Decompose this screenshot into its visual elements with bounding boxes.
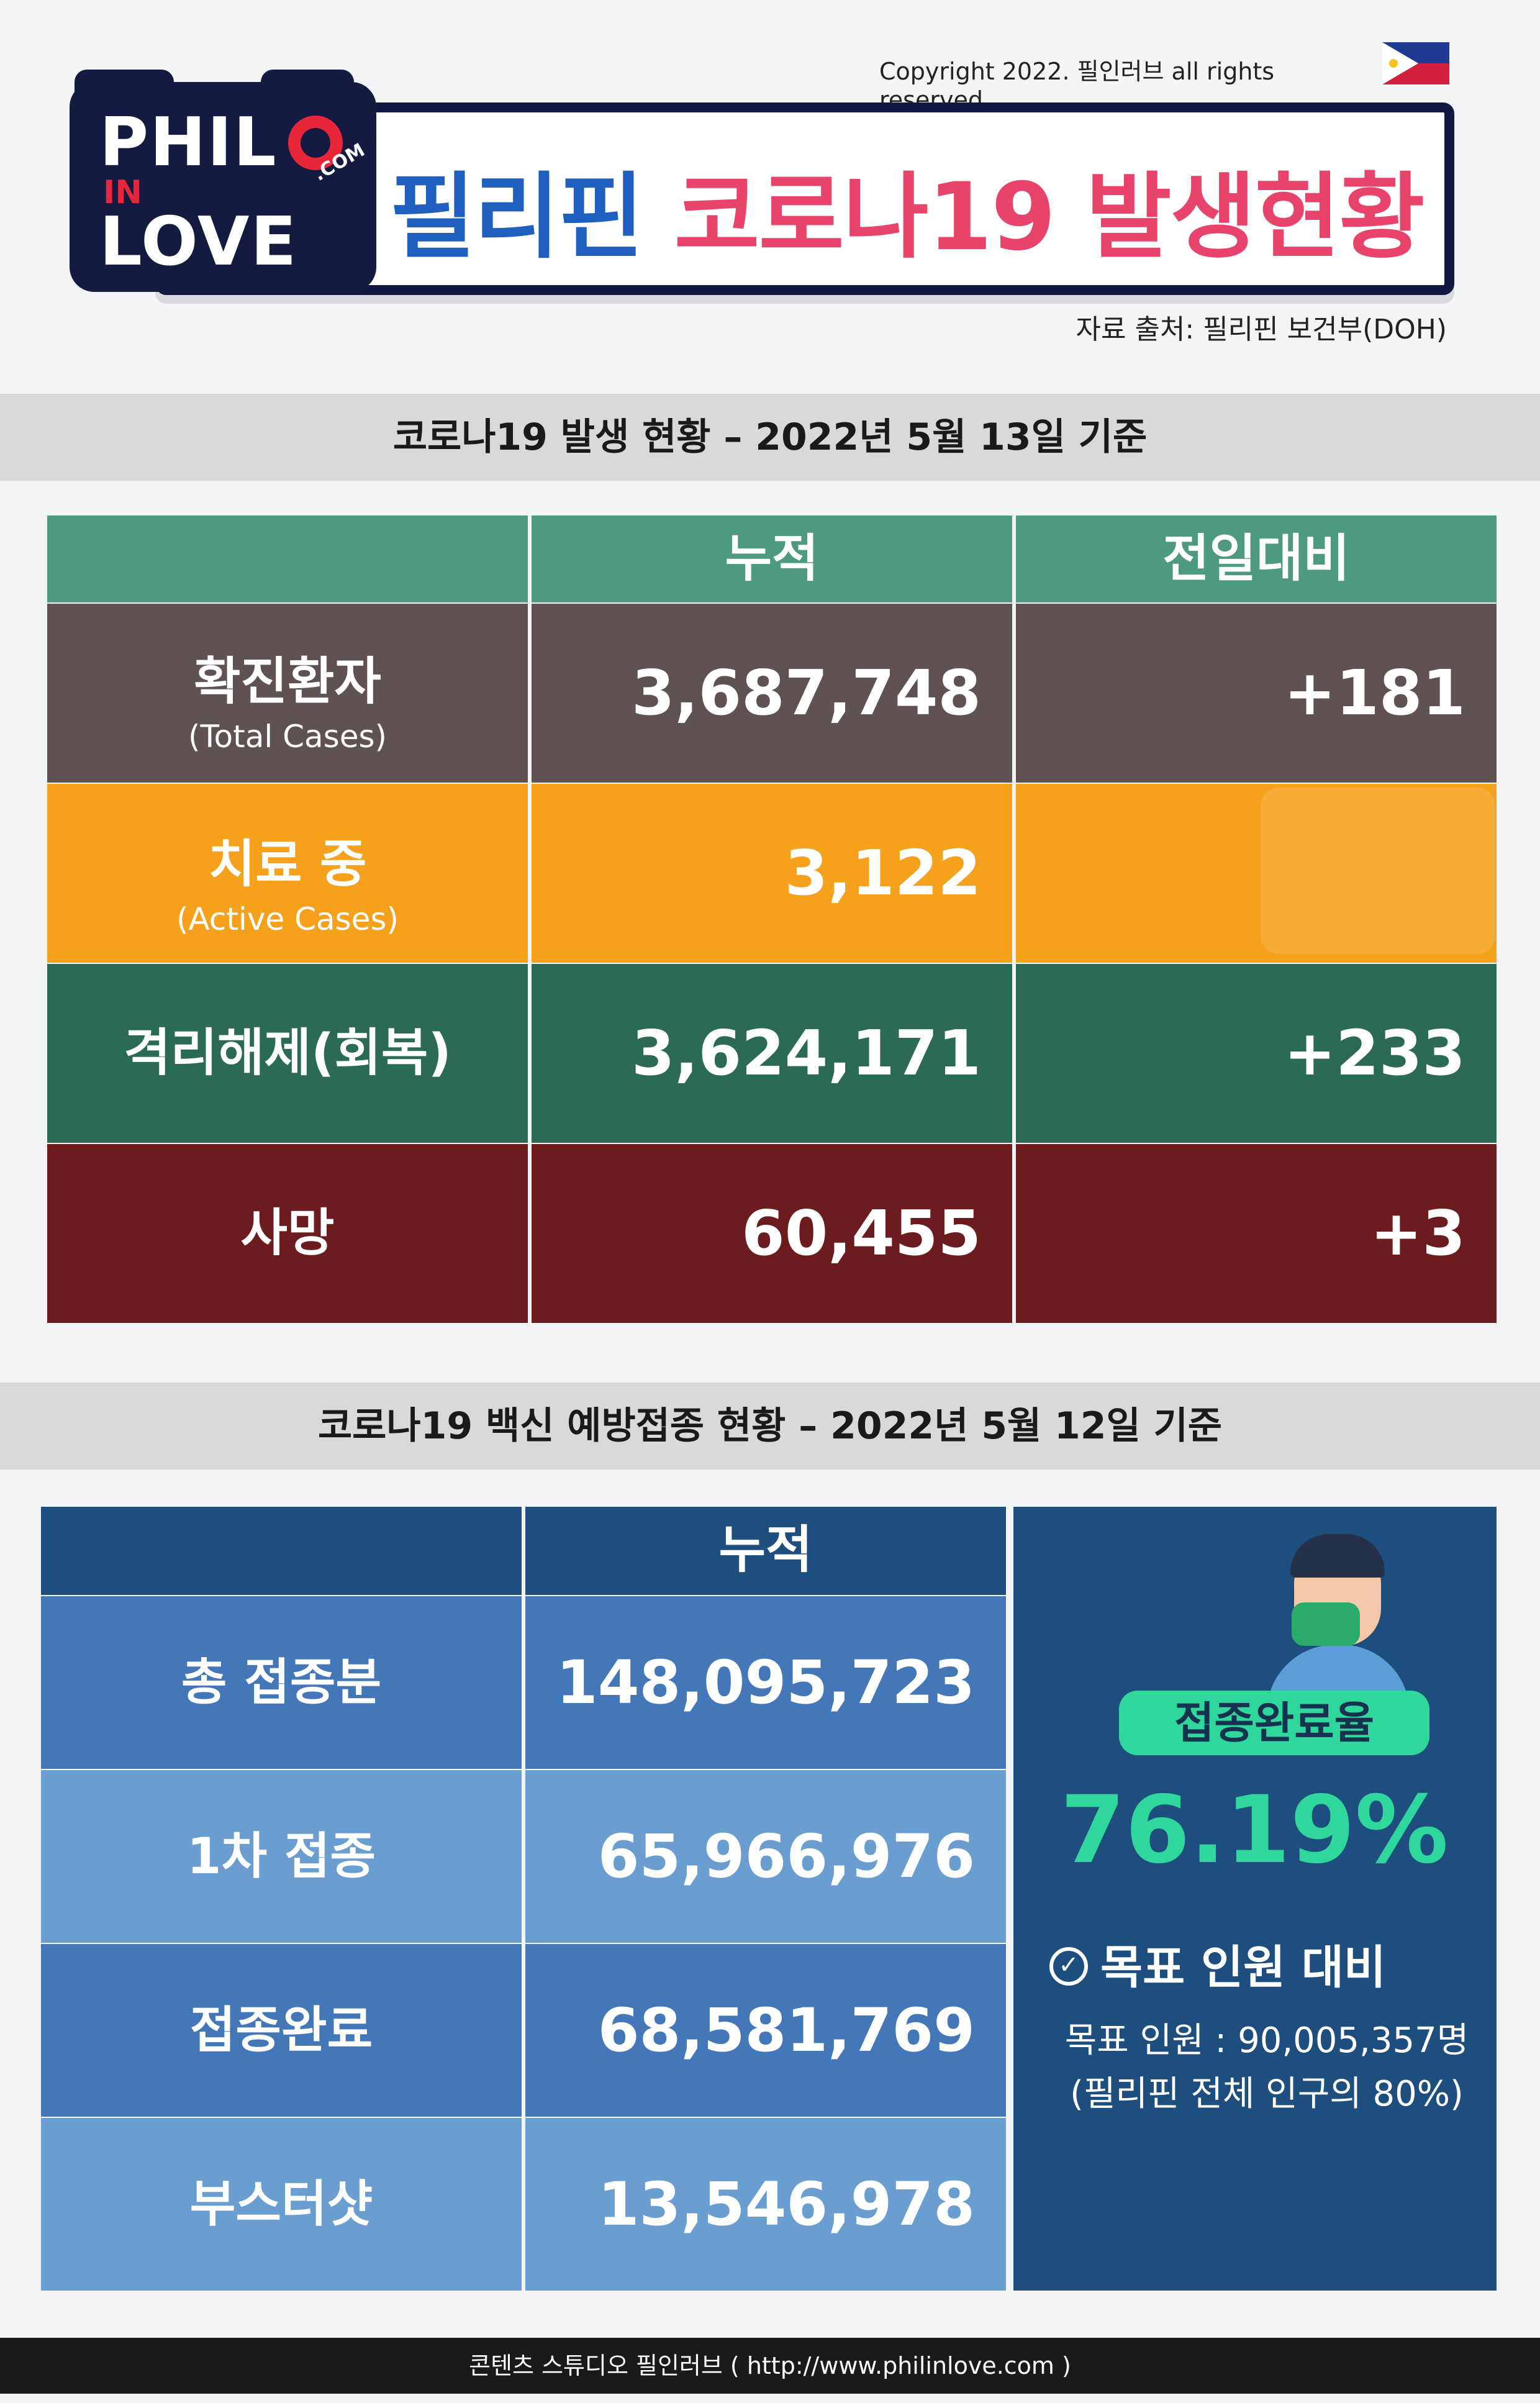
vaccine-label-booster: 부스터샷	[41, 2118, 522, 2291]
table-header-change: 전일대비	[1016, 516, 1497, 602]
logo-love: LOVE	[99, 203, 298, 281]
vaccine-label-first: 1차 접종	[41, 1770, 522, 1943]
title-topic: 코로나19 발생현황	[674, 163, 1425, 271]
row-label-active: 치료 중 (Active Cases)	[47, 784, 528, 963]
active-cumulative: 3,122	[532, 784, 1012, 963]
row-label-main: 치료 중	[208, 835, 367, 894]
logo-phil: PHIL	[99, 104, 278, 181]
logo: PHIL IN LOVE	[99, 109, 360, 276]
row-label-total: 확진환자 (Total Cases)	[47, 604, 528, 783]
deaths-change: +3	[1016, 1144, 1497, 1323]
row-label-recovered: 격리해제(회복)	[47, 964, 528, 1143]
footer-credit: 콘텐츠 스튜디오 필인러브 ( http://www.philinlove.co…	[0, 2338, 1540, 2394]
active-change	[1016, 784, 1497, 963]
logo-aperture-inner	[301, 128, 330, 158]
row-label-sub: (Total Cases)	[188, 719, 387, 755]
deaths-cumulative: 60,455	[532, 1144, 1012, 1323]
title-country: 필리핀	[389, 163, 644, 271]
row-label-sub: (Active Cases)	[176, 901, 399, 937]
total-change: +181	[1016, 604, 1497, 783]
completion-rate: 76.19%	[1060, 1776, 1449, 1884]
page-title: 필리핀 코로나19 발생현황	[373, 142, 1441, 276]
completion-panel	[1013, 1507, 1497, 2291]
target-title-text: 목표 인원 대비	[1100, 1941, 1387, 1994]
row-label-main: 사망	[240, 1204, 335, 1263]
vaccine-booster-value: 13,546,978	[525, 2118, 1006, 2291]
target-note: (필리핀 전체 인구의 80%)	[1070, 2074, 1464, 2114]
data-source: 자료 출처: 필리핀 보건부(DOH)	[1076, 314, 1447, 345]
copyright-text: Copyright 2022. 필인러브 all rights reserved	[879, 58, 1275, 114]
check-circle-icon: ✓	[1049, 1947, 1088, 1986]
row-label-main: 격리해제(회복)	[124, 1024, 451, 1083]
target-title: ✓ 목표 인원 대비	[1049, 1930, 1484, 1997]
vaccine-label-total: 총 접종분	[41, 1596, 522, 1769]
recovered-cumulative: 3,624,171	[532, 964, 1012, 1143]
table-header-blank	[47, 516, 528, 602]
row-label-deaths: 사망	[47, 1144, 528, 1323]
vaccine-header-blank	[41, 1507, 522, 1595]
recovered-change: +233	[1016, 964, 1497, 1143]
completion-label: 접종완료율	[1119, 1691, 1429, 1755]
vaccine-complete-value: 68,581,769	[525, 1944, 1006, 2117]
logo-in: IN	[103, 174, 142, 211]
watermark-logo	[1261, 788, 1495, 954]
philippines-flag-icon	[1382, 42, 1449, 84]
avatar-hair	[1290, 1534, 1385, 1578]
vaccine-label-complete: 접종완료	[41, 1944, 522, 2117]
table-header-cumulative: 누적	[532, 516, 1012, 602]
target-population: 목표 인원 : 90,005,357명	[1064, 2020, 1469, 2061]
mask-icon	[1292, 1602, 1360, 1646]
vaccine-total-value: 148,095,723	[525, 1596, 1006, 1769]
total-cumulative: 3,687,748	[532, 604, 1012, 783]
vaccine-first-value: 65,966,976	[525, 1770, 1006, 1943]
vaccine-header-cumulative: 누적	[525, 1507, 1006, 1595]
section-title-vaccine: 코로나19 백신 예방접종 현황 – 2022년 5월 12일 기준	[0, 1383, 1540, 1470]
row-label-main: 확진환자	[194, 652, 381, 711]
section-title-cases: 코로나19 발생 현황 – 2022년 5월 13일 기준	[0, 394, 1540, 481]
